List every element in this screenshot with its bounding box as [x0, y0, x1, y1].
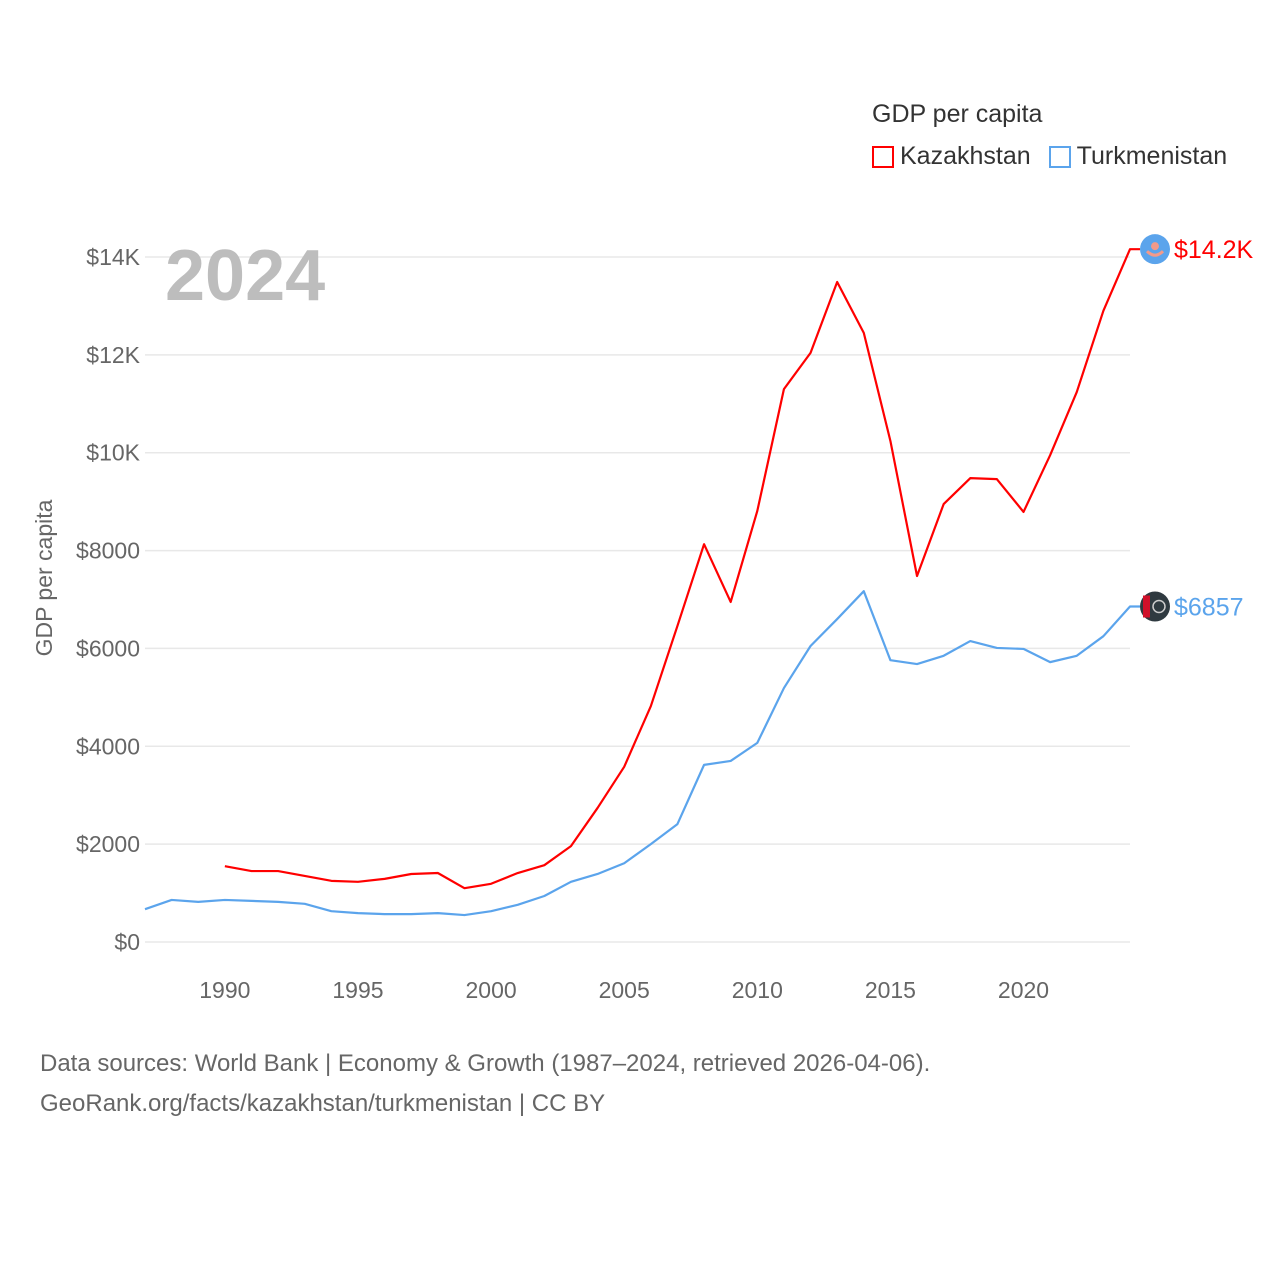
- y-tick-label: $12K: [86, 342, 140, 368]
- legend-item-turkmenistan[interactable]: Turkmenistan: [1048, 142, 1228, 171]
- x-tick-label: 2020: [998, 977, 1049, 1003]
- series-line-turkmenistan: [144, 590, 1140, 917]
- flag-crescent: [1152, 599, 1166, 614]
- end-value-label: $14.2K: [1174, 236, 1254, 264]
- y-axis-label: GDP per capita: [31, 499, 57, 656]
- x-tick-label: 1990: [199, 977, 250, 1003]
- legend-item-kazakhstan[interactable]: Kazakhstan: [872, 142, 1031, 171]
- legend: Kazakhstan Turkmenistan: [872, 142, 1227, 171]
- flag-eagle: [1145, 250, 1165, 257]
- y-tick-label: $2000: [76, 831, 140, 857]
- series-line-kazakhstan: [224, 248, 1140, 890]
- x-tick-label: 2000: [465, 977, 516, 1003]
- y-tick-label: $0: [114, 929, 140, 955]
- legend-swatch: [872, 145, 894, 168]
- legend-label: Kazakhstan: [900, 142, 1031, 170]
- legend-swatch: [1048, 145, 1071, 168]
- x-tick-label: 2010: [732, 977, 783, 1003]
- y-tick-label: $10K: [86, 440, 140, 466]
- y-tick-label: $8000: [76, 538, 140, 564]
- end-value-label: $6857: [1174, 593, 1244, 621]
- x-tick-label: 2005: [599, 977, 650, 1003]
- legend-title: GDP per capita: [872, 100, 1043, 128]
- flag-sun: [1151, 242, 1159, 251]
- footer: Data sources: World Bank | Economy & Gro…: [40, 1044, 930, 1124]
- x-tick-label: 2015: [865, 977, 916, 1003]
- y-tick-label: $6000: [76, 635, 140, 661]
- flag-stripe: [1143, 595, 1150, 618]
- legend-label: Turkmenistan: [1076, 142, 1228, 170]
- year-label: 2024: [165, 236, 325, 316]
- y-tick-label: $14K: [86, 244, 140, 270]
- x-tick-label: 1995: [332, 977, 383, 1003]
- y-tick-label: $4000: [76, 733, 140, 759]
- source-link[interactable]: GeoRank.org/facts/kazakhstan/turkmenista…: [40, 1090, 606, 1117]
- data-sources: Data sources: World Bank | Economy & Gro…: [40, 1050, 931, 1077]
